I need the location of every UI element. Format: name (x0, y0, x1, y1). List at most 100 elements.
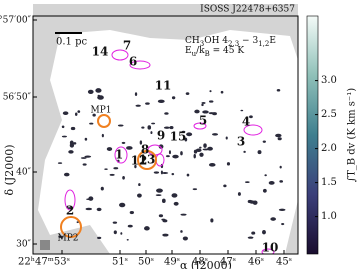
speck (134, 164, 137, 169)
annotation-part: CH (185, 36, 200, 46)
annotation-part: E (269, 36, 276, 46)
speck (97, 94, 100, 97)
speck (202, 148, 209, 151)
x-tick-label: 47ˢ (220, 257, 236, 268)
speck (63, 172, 70, 177)
source-label: 6 (129, 55, 137, 69)
source-label: 15 (170, 130, 187, 144)
speck (225, 136, 228, 140)
source-label: 14 (92, 45, 109, 59)
x-tick-label: 46ˢ (248, 257, 264, 268)
speck (262, 140, 266, 143)
y-axis-label: δ (J2000) (3, 144, 16, 195)
speck (279, 165, 282, 169)
speck (276, 89, 281, 92)
x-tick-label: 48ˢ (192, 257, 208, 268)
speck (135, 104, 141, 107)
speck (70, 126, 76, 131)
speck (240, 109, 244, 112)
x-axis-label: α (J2000) (180, 259, 232, 269)
speck (80, 157, 87, 159)
speck (156, 188, 163, 193)
speck (119, 202, 126, 208)
colorbar-tick-label: 2.5 (321, 109, 337, 120)
marker-label: MP1 (91, 106, 112, 116)
speck (104, 168, 108, 170)
speck (144, 226, 150, 231)
speck (278, 208, 286, 211)
speck (85, 207, 93, 211)
speck (113, 230, 117, 235)
speck (209, 90, 212, 93)
speck (168, 150, 171, 155)
y-tick-label: 56′50″ (3, 93, 32, 103)
speck (150, 131, 153, 135)
speck (171, 193, 178, 198)
source-label: 12 (131, 154, 148, 168)
x-tick-label: 45ˢ (276, 257, 292, 268)
x-tick-label: 22ʰ47ᵐ53ˢ (18, 257, 70, 268)
x-tick-label: 49ˢ (164, 257, 180, 268)
scalebar-label: 0.1 pc (56, 37, 87, 48)
speck (62, 111, 69, 116)
speck (184, 137, 188, 142)
annotation-part: = 45 K (210, 46, 245, 56)
speck (158, 144, 164, 149)
speck (89, 122, 94, 125)
speck (210, 218, 214, 223)
annotation: Eu/kB = 45 K (185, 46, 244, 59)
speck (181, 130, 186, 134)
speck (203, 143, 207, 148)
speck (264, 174, 267, 177)
source-label: 2 (66, 204, 74, 218)
speck (82, 163, 87, 166)
speck (171, 172, 175, 176)
speck (153, 171, 160, 174)
speck (117, 124, 124, 127)
speck (275, 133, 282, 138)
speck (180, 213, 187, 216)
speck (87, 89, 94, 95)
speck (57, 162, 63, 164)
speck (58, 235, 64, 238)
speck (88, 196, 94, 201)
speck (186, 132, 193, 137)
speck (173, 201, 179, 206)
speck (160, 170, 163, 175)
source-label: 3 (237, 135, 245, 149)
speck (226, 162, 231, 166)
speck (194, 109, 200, 114)
speck (199, 152, 204, 157)
speck (112, 221, 118, 224)
speck (126, 238, 129, 241)
speck (61, 135, 67, 138)
speck (121, 141, 126, 144)
source-label: 10 (262, 241, 279, 255)
colorbar-label: ∫T_B dv (K km s⁻¹) (347, 88, 358, 182)
speck (180, 230, 183, 233)
speck (162, 233, 169, 237)
speck (84, 137, 88, 141)
annotation-part: u (192, 50, 197, 58)
y-tick-label: 30″ (16, 240, 31, 250)
speck (185, 92, 190, 95)
speck (207, 146, 213, 151)
annotation: CH3OH 42,3 − 31,2E (185, 36, 276, 49)
speck (193, 153, 196, 159)
colorbar-tick-label: 3.0 (321, 75, 337, 86)
speck (169, 126, 174, 130)
speck (199, 146, 202, 149)
speck (145, 102, 150, 105)
annotation-part: /k (196, 46, 205, 56)
speck (262, 188, 267, 193)
annotation-part: 2,3 (228, 40, 239, 48)
speck (180, 151, 183, 156)
speck (182, 236, 188, 241)
speck (243, 150, 246, 153)
speck (277, 137, 282, 141)
speck (77, 110, 81, 113)
speck (208, 163, 216, 167)
panel-frame (32, 15, 299, 255)
speck (171, 96, 176, 100)
